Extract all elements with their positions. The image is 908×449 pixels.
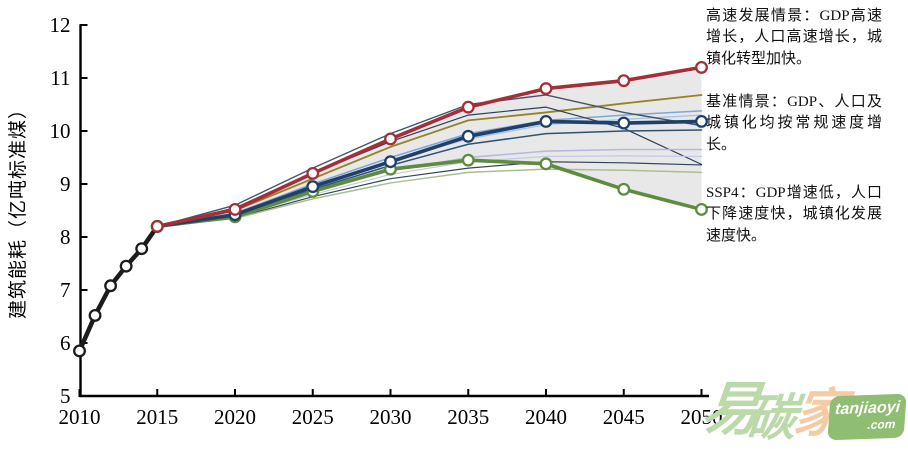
data-point-marker bbox=[695, 60, 708, 74]
watermark-tld: .com bbox=[866, 416, 897, 432]
watermark-logo: 易 碳 家 tanjiaoyi .com bbox=[692, 377, 908, 449]
data-point-marker bbox=[104, 279, 118, 293]
data-point-marker bbox=[539, 82, 553, 96]
x-tick-label: 2045 bbox=[603, 405, 645, 429]
data-point-marker bbox=[539, 115, 553, 128]
series-line bbox=[155, 119, 704, 229]
y-tick-label: 6 bbox=[60, 331, 71, 355]
data-point-marker bbox=[73, 344, 86, 358]
data-point-marker bbox=[539, 157, 553, 171]
x-tick-label: 2040 bbox=[525, 405, 567, 429]
y-tick-label: 11 bbox=[50, 66, 70, 90]
y-axis-title: 建筑能耗（亿吨标准煤） bbox=[8, 99, 29, 320]
data-point-marker bbox=[461, 153, 475, 167]
data-point-marker bbox=[228, 202, 242, 216]
data-point-marker bbox=[150, 219, 164, 233]
data-point-marker bbox=[384, 155, 397, 169]
series-line bbox=[155, 158, 704, 229]
y-tick-label: 9 bbox=[60, 172, 71, 196]
watermark-domain: tanjiaoyi bbox=[834, 398, 901, 419]
x-tick-label: 2010 bbox=[59, 405, 101, 429]
y-tick-label: 10 bbox=[50, 119, 71, 143]
x-tick-label: 2015 bbox=[136, 405, 178, 429]
watermark-badge: tanjiaoyi .com bbox=[827, 393, 907, 441]
y-tick-label: 5 bbox=[60, 384, 71, 408]
x-tick-label: 2025 bbox=[292, 405, 334, 429]
annotation-ssp4-scenario: SSP4：GDP增速低，人口下降速度快，城镇化发展速度快。 bbox=[706, 185, 882, 244]
y-tick-label: 7 bbox=[60, 278, 71, 302]
series-line bbox=[155, 65, 704, 229]
watermark-char-tan: 碳 bbox=[743, 390, 799, 446]
annotation-baseline-scenario: 基准情景：GDP、人口及城镇化均按常规速度增长。 bbox=[706, 94, 882, 153]
data-point-marker bbox=[119, 259, 133, 273]
data-point-marker bbox=[461, 100, 475, 114]
data-point-marker bbox=[461, 129, 475, 143]
series-line bbox=[156, 94, 703, 228]
data-point-marker bbox=[695, 115, 708, 128]
data-point-marker bbox=[617, 182, 631, 196]
data-point-marker bbox=[617, 74, 631, 88]
y-tick-label: 8 bbox=[60, 225, 71, 249]
data-point-marker bbox=[135, 242, 149, 256]
x-tick-label: 2020 bbox=[214, 405, 256, 429]
x-tick-label: 2035 bbox=[447, 405, 489, 429]
series-line bbox=[156, 168, 703, 228]
data-point-marker bbox=[306, 166, 320, 180]
data-point-marker bbox=[384, 132, 397, 146]
y-tick-label: 12 bbox=[50, 13, 71, 37]
x-tick-label: 2030 bbox=[370, 405, 412, 429]
data-point-marker bbox=[88, 308, 102, 322]
data-point-marker bbox=[306, 180, 320, 194]
data-point-marker bbox=[617, 116, 631, 130]
x-tick-label: 2050 bbox=[681, 405, 723, 429]
annotation-high-scenario: 高速发展情景：GDP高速增长，人口高速增长，城镇化转型加快。 bbox=[706, 8, 882, 67]
data-point-marker bbox=[695, 202, 708, 216]
